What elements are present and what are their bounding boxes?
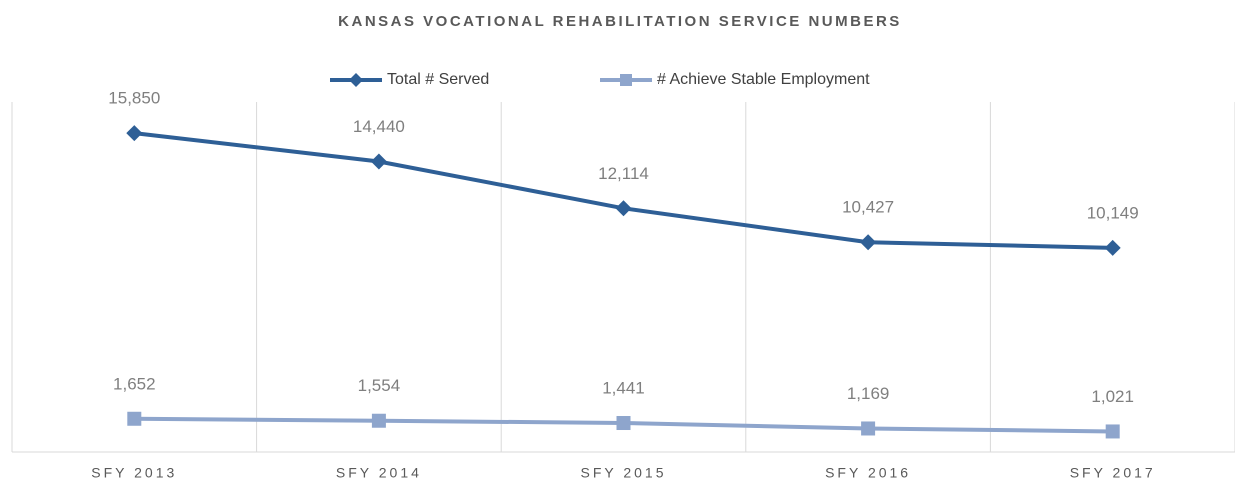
legend-label: Total # Served [387,71,489,88]
chart-title: KANSAS VOCATIONAL REHABILITATION SERVICE… [338,13,902,30]
data-label: 15,850 [108,89,160,108]
legend-label: # Achieve Stable Employment [657,71,870,88]
series-line [134,131,1113,250]
data-point [861,421,876,436]
legend-marker [620,74,632,86]
data-point [615,200,632,217]
data-label: 12,114 [598,164,649,183]
x-tick-label: SFY 2016 [825,465,911,481]
data-label: 10,149 [1087,203,1139,222]
data-point [616,416,631,431]
data-point [371,413,386,428]
data-point [370,153,387,170]
x-tick-label: SFY 2013 [91,465,177,481]
data-label: 1,652 [113,374,156,393]
data-point [127,411,142,426]
data-label: 1,021 [1091,387,1134,406]
data-point [860,234,877,251]
data-label: 1,441 [602,378,645,397]
data-label: 1,554 [358,376,401,395]
x-tick-label: SFY 2015 [580,465,666,481]
x-tick-label: SFY 2017 [1070,465,1156,481]
data-label: 10,427 [842,198,894,217]
data-point [1104,239,1121,256]
legend-marker [349,73,363,87]
x-tick-label: SFY 2014 [336,465,422,481]
data-point [126,125,143,142]
data-label: 14,440 [353,117,405,136]
data-point [1105,424,1120,439]
data-label: 1,169 [847,384,890,403]
